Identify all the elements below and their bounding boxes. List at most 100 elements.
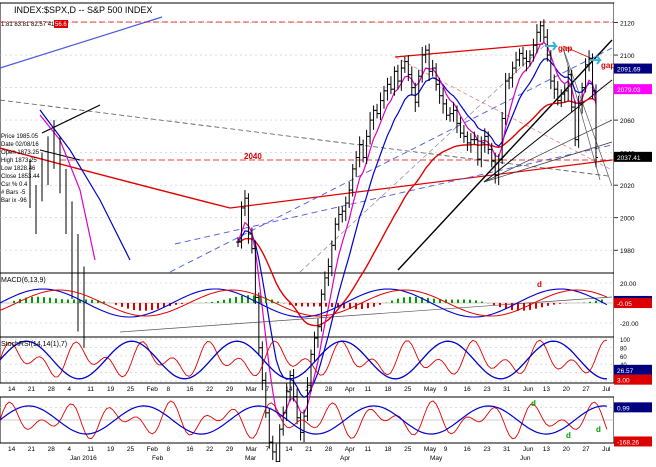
x-axis-day-label-lower: Jun bbox=[523, 446, 534, 453]
x-axis-day-label: Apr bbox=[345, 386, 356, 393]
ema-magenta-line bbox=[237, 41, 597, 418]
x-axis-day-label: 11 bbox=[87, 386, 94, 393]
grey-fan-line-2 bbox=[562, 47, 601, 181]
x-axis-day-label: 11 bbox=[365, 386, 372, 393]
x-axis-day-label-lower: 25 bbox=[127, 446, 135, 453]
osc-fast-line bbox=[0, 400, 608, 440]
grid-lines bbox=[0, 22, 614, 421]
macd-value-badge: -0.05 bbox=[617, 301, 632, 308]
stochrsi-panel bbox=[0, 336, 615, 384]
price-value-badge: 2079.03 bbox=[617, 87, 641, 94]
red-resistance-line bbox=[394, 43, 544, 58]
x-axis-day-label-lower: Jul bbox=[602, 446, 611, 453]
stochrsi-tick-label: 100 bbox=[620, 338, 631, 344]
close-badge-bg bbox=[54, 20, 68, 28]
x-axis-month-label: Apr bbox=[340, 455, 351, 462]
ema-red-line-left bbox=[0, 147, 231, 209]
ema-blue-line bbox=[237, 57, 597, 399]
macd-line bbox=[0, 288, 608, 318]
macd-divergence-label: d bbox=[537, 280, 542, 289]
price-tick-label: 2000 bbox=[620, 216, 635, 223]
info-line: Close 1853.44 bbox=[1, 174, 40, 180]
x-axis-day-label-lower: 20 bbox=[563, 446, 571, 453]
x-axis-day-label-lower: 8 bbox=[166, 446, 170, 453]
macd-value-badge-bg bbox=[614, 298, 652, 309]
stochrsi-tick-label: 80 bbox=[620, 346, 627, 352]
price-tick-label: 2120 bbox=[620, 21, 635, 28]
ema-blue-line-left bbox=[39, 109, 131, 261]
x-axis-day-label: 25 bbox=[127, 386, 135, 393]
ema-magenta-line-left bbox=[39, 114, 96, 261]
price-panel bbox=[0, 2, 615, 274]
info-line: Bar ix -96 bbox=[1, 198, 27, 204]
x-axis-day-label-lower: 11 bbox=[87, 446, 94, 453]
price-value-badge: 2091.69 bbox=[617, 67, 641, 74]
x-axis-day-label-lower: 19 bbox=[107, 446, 115, 453]
value-badges: 2091.692079.032037.412.05-0.0526.573.000… bbox=[614, 63, 652, 447]
x-axis-month-label: May bbox=[430, 455, 443, 462]
x-axis-day-label: 8 bbox=[166, 386, 170, 393]
black-fan-line-3 bbox=[483, 141, 613, 183]
close-badge: 56.6 bbox=[55, 22, 67, 28]
x-axis-day-label: May bbox=[424, 386, 437, 393]
x-axis-day-label: 28 bbox=[325, 386, 333, 393]
stochrsi-slow-line bbox=[0, 340, 607, 380]
x-axis-day-label: 18 bbox=[384, 386, 392, 393]
x-axis-day-label-lower: 21 bbox=[305, 446, 313, 453]
x-axis-month-label: Feb bbox=[152, 455, 164, 462]
x-axis-day-label-lower: 31 bbox=[503, 446, 511, 453]
cyan-gap-arrow bbox=[545, 41, 558, 51]
chart-title: INDEX:$SPX,D -- S&P 500 INDEX bbox=[14, 5, 152, 15]
values-strip: 1.81 83.81 82.57 41 bbox=[1, 22, 55, 28]
x-axis-day-label-lower: 23 bbox=[483, 446, 491, 453]
x-axis-day-label: 16 bbox=[186, 386, 194, 393]
macd-trend-line bbox=[119, 296, 613, 333]
price-tick-label: 1980 bbox=[620, 248, 635, 255]
x-axis-day-label: 14 bbox=[8, 386, 16, 393]
x-axis-day-label: Mar bbox=[246, 386, 258, 393]
info-box: Price 1985.05 Date 02/08/16 Open 1873.25… bbox=[1, 134, 40, 204]
x-axis-day-label-lower: May bbox=[424, 446, 437, 453]
osc-divergence-label-3: d bbox=[596, 425, 601, 434]
red-gap-line bbox=[562, 45, 596, 61]
info-line: Date 02/08/16 bbox=[1, 142, 39, 148]
osc-divergence-label-1: d bbox=[531, 399, 536, 408]
x-axis-day-label: 9 bbox=[444, 386, 448, 393]
cyan-gap-arrow-2 bbox=[590, 55, 602, 65]
moving-averages bbox=[0, 41, 597, 418]
blue-dashed-channel-lower bbox=[174, 144, 613, 245]
x-axis-day-label: Jul bbox=[602, 386, 611, 393]
osc-value-badge-bg bbox=[614, 402, 652, 413]
macd-tick-label: 20.00 bbox=[620, 281, 637, 288]
x-axis-day-label-lower: 9 bbox=[444, 446, 448, 453]
x-axis-day-label: 31 bbox=[503, 386, 511, 393]
x-axis-month-label: Mar bbox=[245, 455, 257, 462]
price-bars bbox=[29, 19, 598, 467]
x-axis-month-label: Jan 2016 bbox=[70, 455, 97, 462]
stochrsi-value-badge-bg bbox=[614, 374, 652, 385]
gap-label-top: gap bbox=[558, 44, 572, 53]
level-2040-label: 2040 bbox=[244, 152, 262, 161]
x-axis-day-label-lower: 21 bbox=[28, 446, 36, 453]
x-axis-day-label-lower: 14 bbox=[285, 446, 293, 453]
x-axis-day-label-lower: 16 bbox=[186, 446, 194, 453]
red-support-line bbox=[229, 159, 613, 209]
indicator-lines bbox=[0, 288, 608, 440]
price-tick-label: 2100 bbox=[620, 53, 635, 60]
x-axis-day-label: 21 bbox=[28, 386, 36, 393]
x-axis-day-label-lower: 16 bbox=[464, 446, 472, 453]
osc-slow-line bbox=[0, 405, 607, 435]
x-axis-day-label-lower: Mar bbox=[246, 446, 258, 453]
x-axis-day-label-lower: Feb bbox=[147, 446, 159, 453]
x-axis-day-label-lower: 28 bbox=[325, 446, 333, 453]
osc-value-badge-bg bbox=[614, 436, 652, 447]
x-axis-day-label-lower: 7 bbox=[265, 446, 269, 453]
info-line: # Bars -5 bbox=[1, 190, 26, 196]
x-axis-day-label: 28 bbox=[48, 386, 56, 393]
info-line: Open 1873.25 bbox=[1, 150, 40, 156]
x-axis-day-label: 21 bbox=[305, 386, 313, 393]
x-axis-day-label-lower: 11 bbox=[365, 446, 372, 453]
info-line: High 1873.25 bbox=[1, 158, 37, 164]
